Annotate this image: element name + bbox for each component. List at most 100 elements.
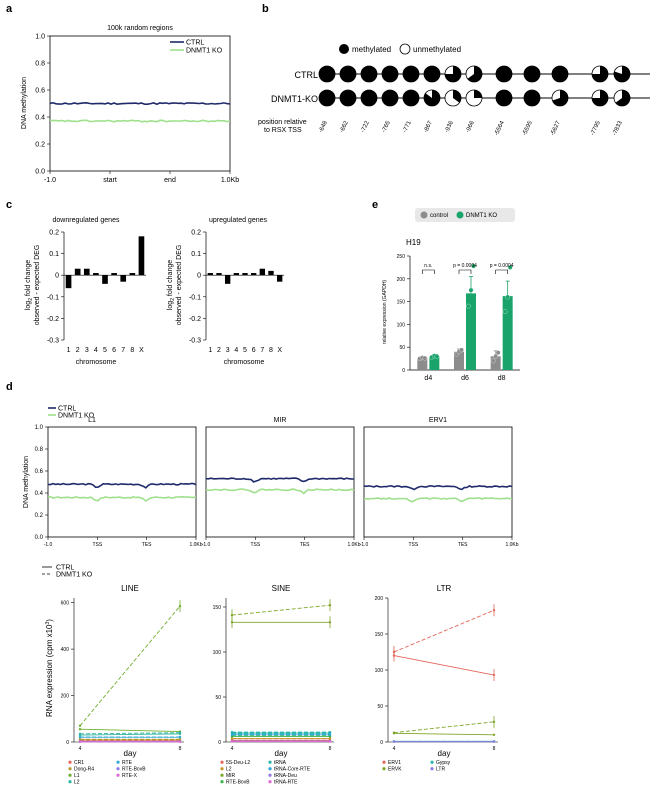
panel-d-expression-charts: CTRL DNMT1 KO RNA expression (cpm x103) … [42,565,498,786]
panel-d2-point [392,731,396,734]
panel-c2-xtick-label: 1 [208,347,212,354]
panel-c1-bar [111,273,117,276]
panel-d2-ylabel: RNA expression (cpm x103) [45,619,54,717]
panel-a-xtick-label: start [103,177,117,184]
panel-a-legend-ctrl: CTRL [186,40,204,47]
panel-e-legend-swatch-control [420,211,428,219]
panel-e-bar [454,351,464,370]
panel-b-cpg-fill [319,90,335,106]
panel-c1-bar [83,268,90,276]
panel-e-ytick-label: 150 [397,300,406,306]
panel-d1-xtick-label: TSS [92,542,102,548]
panel-b-position-label: -5564 [494,120,506,137]
panel-b-cpg-site [495,89,513,107]
panel-d2-xlabel: day [275,749,288,758]
panel-d2-legend-swatch [116,767,120,771]
panel-b-position-label: -5627 [550,120,562,137]
panel-d2-legend-swatch [382,767,386,771]
panel-e-xtick-label: d6 [461,375,469,382]
panel-b-cpg-fill [403,90,419,106]
panel-c2-ytick-label: 0.2 [191,230,201,237]
panel-c2-title: upregulated genes [209,217,267,224]
panel-e-bracket [422,269,435,274]
panel-b-cpg-fill [340,90,356,106]
panel-a-ylabel: DNA methylation [21,77,28,129]
panel-c2-ytick-label: -0.2 [189,316,201,323]
panel-b-cpg-fill [382,90,398,106]
panel-c1-xtick-label: 6 [112,347,116,354]
panel-a-xtick-label: 1.0Kb [221,177,239,184]
panel-e-ytick-label: 50 [399,345,405,351]
panel-c2-bar [233,273,240,276]
panel-c2-xtick-label: 2 [217,347,221,354]
panel-e-ytick-label: 100 [397,322,406,328]
panel-c1-xtick-label: 1 [67,347,71,354]
panel-a-title: 100k random regions [107,25,173,32]
panel-a-ytick-label: 0.4 [35,115,45,122]
panel-e-data-point [490,358,496,364]
panel-c1-bar [74,268,81,276]
panel-b-position-label: -7833 [612,120,624,137]
panel-c2-ytick-label: 0 [197,273,201,280]
panel-d2-ytick-label: 200 [61,694,70,700]
panel-b-position-label: -936 [444,120,455,134]
panel-d2-ytick-label: 50 [377,704,383,710]
panel-d2-point [230,740,234,743]
panel-d1-ctrl-line [205,477,355,483]
panel-a-ytick-label: 0.8 [35,61,45,68]
panel-d2-legend-label: L1 [74,773,80,779]
panel-d1-ytick-label: 0.0 [35,535,44,541]
panel-b-position-label: -722 [360,120,371,134]
panel-b-cpg-fill [474,90,482,98]
panel-c2-xtick-label: 5 [243,347,247,354]
panel-e-title: H19 [406,238,421,247]
panel-b-cpg-fill [592,66,608,82]
panel-d2-legend-label: RTE-BovB [122,767,146,773]
panel-b-cpg-fill [613,66,630,82]
panel-d2-legend-swatch [68,760,72,764]
panel-e-bracket [495,269,508,274]
panel-b-cpg-fill [424,90,441,106]
panel-c1-xtick-label: 8 [130,347,134,354]
panel-d2-point [392,740,396,743]
panel-d2-ko-line [393,609,495,653]
panel-b-position-label: -5595 [522,120,534,137]
panel-c2-ytick-label: 0.1 [191,251,201,258]
panel-letter-c: c [6,199,12,211]
panel-d2-point [178,735,182,739]
panel-d2-legend-swatch [430,767,434,771]
panel-e-data-point [468,287,474,293]
panel-c2-bar [250,273,257,276]
panel-c2-xtick-label: 3 [226,347,230,354]
panel-b-cpg-site [523,89,541,107]
panel-c1-xtick-label: 7 [121,347,125,354]
panel-d2-legend-swatch [68,773,72,777]
panel-d2-legend-swatch [220,773,224,777]
panel-c1-xtick-label: 4 [94,347,98,354]
panel-c1-ytick-label: -0.3 [47,338,59,345]
panel-d1-ko-line [364,496,513,503]
panel-e-bar [502,296,513,370]
panel-d2-point [178,731,182,734]
panel-d2-legend-label: Gypsy [436,760,451,766]
panel-a-legend-ko: DNMT1 KO [186,48,223,55]
panel-c1-ytick-label: -0.2 [47,316,59,323]
panel-c2-bar [242,273,248,276]
panel-c1-bar [138,236,145,276]
panel-b-cpg-fill [361,90,377,106]
panel-d2-legend-label: CR1 [74,760,84,766]
panel-e-annotation: p = 0.0004 [453,263,477,269]
panel-c1-bar [129,273,136,276]
panel-b-cpg-site [444,89,462,107]
panel-c2-bar [268,270,274,276]
panel-b-legend-methylated-swatch [339,44,349,54]
panel-e-data-point [459,347,464,353]
panel-c-charts: downregulated genes upregulated genes 0.… [25,217,284,366]
panel-d1-xtick-label: 1.0Kb [189,542,202,548]
panel-d2-xlabel: day [438,749,451,758]
panel-d2-legend-label: Dong-R4 [74,767,94,773]
panel-d2-legend-label: RTE-BovB [226,780,250,786]
panel-d2-legend-swatch [220,760,224,764]
panel-b-cpg-site [339,65,357,83]
panel-d1-facet-title: MIR [274,417,287,424]
